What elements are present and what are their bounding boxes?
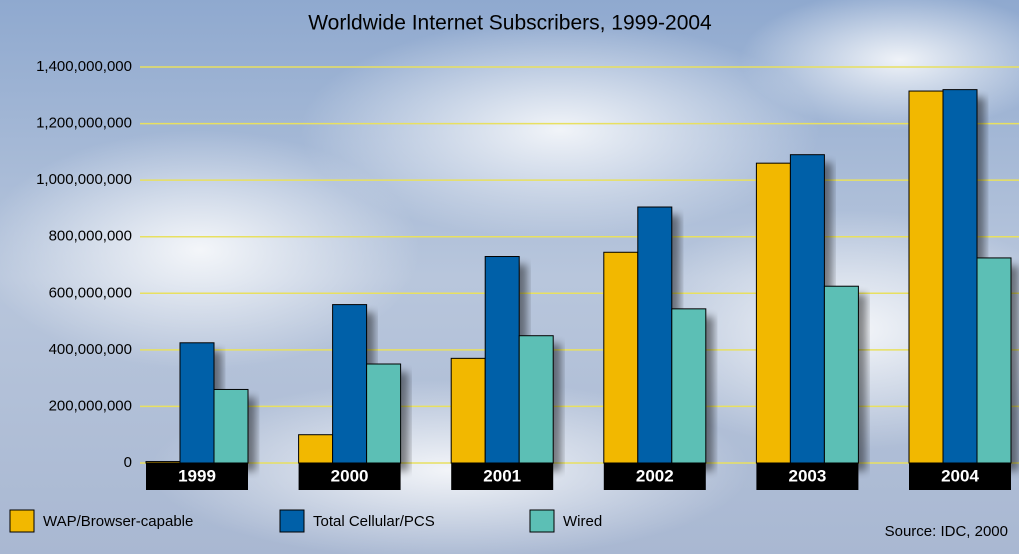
y-tick-label: 1,000,000,000 [36, 171, 132, 188]
legend-swatch [10, 510, 34, 532]
bar [485, 257, 519, 463]
bar [672, 309, 706, 463]
legend-swatch [530, 510, 554, 532]
y-tick-label: 1,200,000,000 [36, 115, 132, 132]
legend-label: Total Cellular/PCS [313, 513, 435, 530]
y-tick-label: 200,000,000 [49, 397, 132, 414]
x-tick-label: 2002 [636, 466, 674, 485]
bar [604, 252, 638, 463]
source-note: Source: IDC, 2000 [885, 523, 1008, 540]
legend-label: WAP/Browser-capable [43, 513, 193, 530]
bar [451, 358, 485, 463]
chart: Worldwide Internet Subscribers, 1999-200… [0, 0, 1019, 554]
bar [214, 389, 248, 463]
bar [299, 435, 333, 463]
bar [638, 207, 672, 463]
bar [180, 343, 214, 463]
y-tick-label: 800,000,000 [49, 228, 132, 245]
bar [909, 91, 943, 463]
y-tick-label: 400,000,000 [49, 341, 132, 358]
bar [756, 163, 790, 463]
x-tick-label: 2004 [941, 466, 979, 485]
bar [333, 305, 367, 463]
bar [824, 286, 858, 463]
bar [367, 364, 401, 463]
x-tick-label: 2001 [483, 466, 521, 485]
bar [977, 258, 1011, 463]
bar [943, 90, 977, 463]
x-tick-label: 2003 [788, 466, 826, 485]
bar [519, 336, 553, 463]
x-tick-label: 1999 [178, 466, 216, 485]
bar [790, 155, 824, 463]
legend-label: Wired [563, 513, 602, 530]
y-tick-label: 0 [124, 454, 132, 471]
y-tick-label: 600,000,000 [49, 284, 132, 301]
y-tick-label: 1,400,000,000 [36, 58, 132, 75]
page: Worldwide Internet Subscribers, 1999-200… [0, 0, 1019, 554]
chart-title: Worldwide Internet Subscribers, 1999-200… [308, 12, 712, 35]
x-tick-label: 2000 [331, 466, 369, 485]
bar [146, 462, 180, 463]
legend-swatch [280, 510, 304, 532]
